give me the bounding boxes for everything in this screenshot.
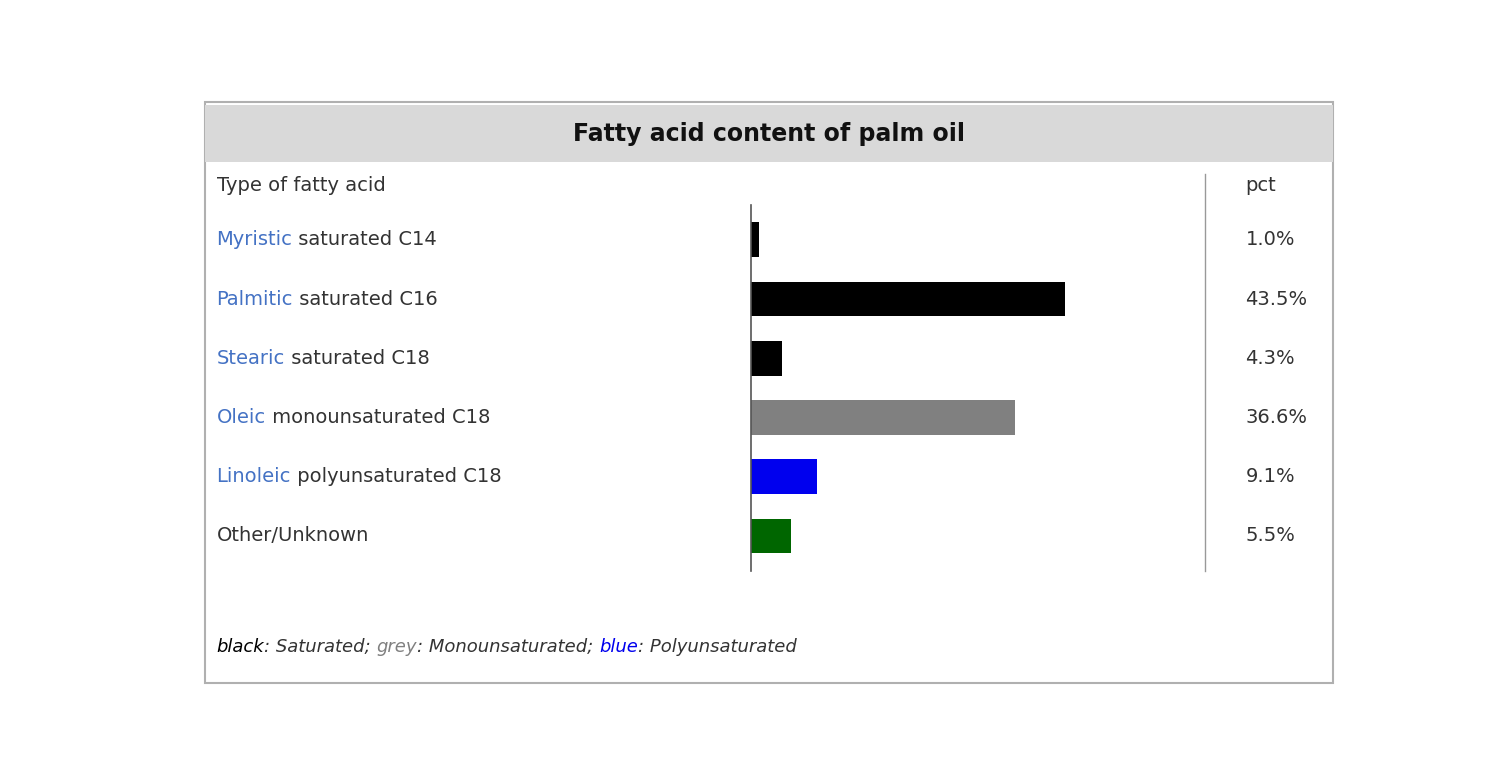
Text: Stearic: Stearic	[216, 349, 285, 368]
Text: 36.6%: 36.6%	[1245, 408, 1308, 427]
Text: pct: pct	[1245, 176, 1276, 196]
Text: 4.3%: 4.3%	[1245, 349, 1294, 368]
Text: Other/Unknown: Other/Unknown	[216, 527, 369, 545]
Text: monounsaturated C18: monounsaturated C18	[266, 408, 490, 427]
Text: saturated C14: saturated C14	[292, 230, 436, 249]
Text: black: black	[216, 638, 264, 656]
Text: 1.0%: 1.0%	[1245, 230, 1294, 249]
Text: Linoleic: Linoleic	[216, 467, 291, 486]
Text: Oleic: Oleic	[216, 408, 266, 427]
Bar	[752, 459, 818, 494]
Text: Myristic: Myristic	[216, 230, 292, 249]
Text: 43.5%: 43.5%	[1245, 290, 1308, 308]
Bar	[206, 105, 1332, 162]
Text: saturated C16: saturated C16	[292, 290, 438, 308]
Text: polyunsaturated C18: polyunsaturated C18	[291, 467, 501, 486]
Text: : Monounsaturated;: : Monounsaturated;	[417, 638, 598, 656]
Bar	[752, 341, 783, 375]
Text: : Saturated;: : Saturated;	[264, 638, 376, 656]
Text: : Polyunsaturated: : Polyunsaturated	[638, 638, 796, 656]
Bar	[752, 282, 1065, 316]
Text: Type of fatty acid: Type of fatty acid	[216, 176, 386, 196]
Text: grey: grey	[376, 638, 417, 656]
Text: Palmitic: Palmitic	[216, 290, 292, 308]
Bar	[752, 222, 759, 257]
Bar	[752, 518, 790, 553]
Text: blue: blue	[598, 638, 638, 656]
Text: saturated C18: saturated C18	[285, 349, 429, 368]
Text: Fatty acid content of palm oil: Fatty acid content of palm oil	[573, 122, 964, 145]
Text: 5.5%: 5.5%	[1245, 527, 1294, 545]
Bar	[752, 400, 1016, 435]
Text: 9.1%: 9.1%	[1245, 467, 1294, 486]
